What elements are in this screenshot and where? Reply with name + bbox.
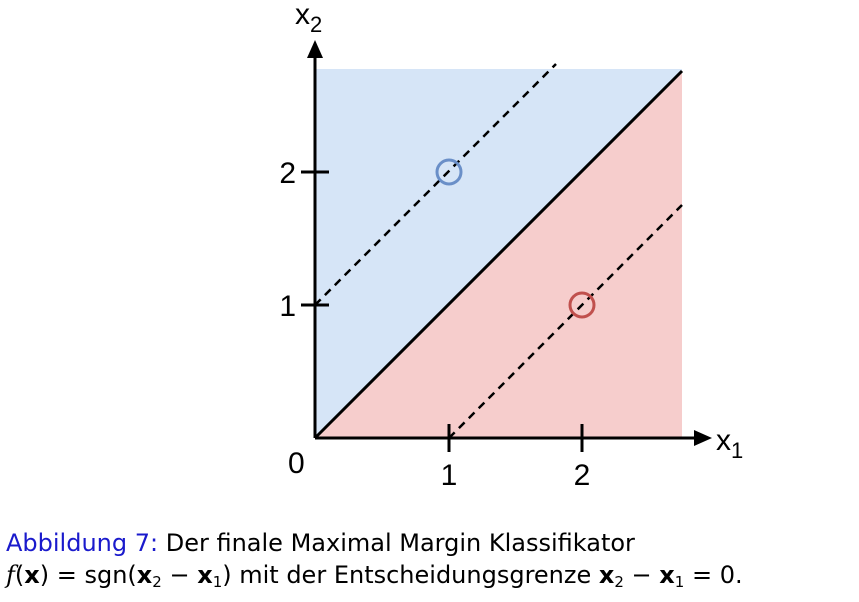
decision-boundary bbox=[313, 69, 684, 440]
y-tick-label-1: 1 bbox=[279, 290, 296, 323]
y-axis-arrowhead bbox=[307, 40, 323, 58]
positive-sample-point bbox=[435, 158, 463, 186]
diagram-svg: x2 x1 0 1 2 1 2 bbox=[279, 0, 743, 492]
x-axis-label: x1 bbox=[716, 424, 743, 463]
caption-line-1: Abbildung 7: Der finale Maximal Margin K… bbox=[6, 527, 856, 559]
x-tick-label-1: 1 bbox=[441, 459, 458, 492]
caption-title: Der finale Maximal Margin Klassifikator bbox=[158, 529, 635, 557]
maximal-margin-diagram: x2 x1 0 1 2 1 2 bbox=[279, 0, 743, 492]
negative-sample-point bbox=[568, 291, 596, 319]
x-axis-arrowhead bbox=[694, 430, 712, 446]
margin-line-upper bbox=[314, 63, 557, 306]
figure-number-label: Abbildung 7: bbox=[6, 529, 159, 557]
x-tick-label-2: 2 bbox=[574, 459, 591, 492]
caption-line-2: f(x) = sgn(x2 − x1) mit der Entscheidung… bbox=[6, 561, 743, 591]
figure-caption: Abbildung 7: Der finale Maximal Margin K… bbox=[6, 527, 856, 598]
y-axis-label: x2 bbox=[295, 0, 322, 37]
origin-label: 0 bbox=[288, 447, 305, 480]
y-tick-label-2: 2 bbox=[279, 157, 296, 190]
